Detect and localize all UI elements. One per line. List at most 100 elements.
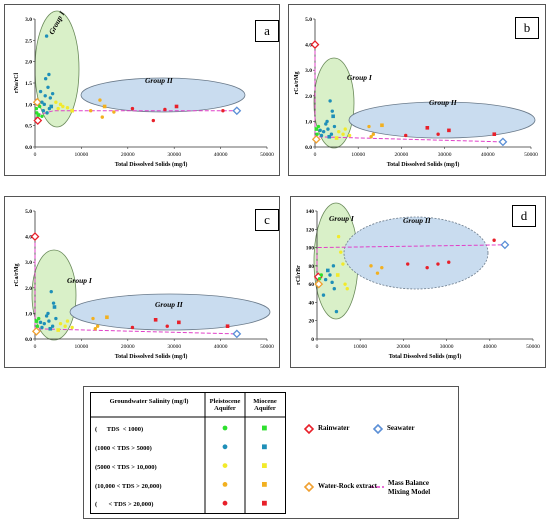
y-tick-label: 4.0 <box>25 235 32 241</box>
data-point-c1000_5000 <box>46 311 50 316</box>
data-point-wr <box>311 134 321 144</box>
data-point-gt20000 <box>163 107 167 112</box>
legend-pleistocene-marker <box>222 425 228 431</box>
data-point-c10000_20000 <box>380 123 384 128</box>
x-tick-label: 10000 <box>75 152 89 158</box>
data-point-c1000_5000 <box>326 127 330 131</box>
y-tick-label: 1.0 <box>25 311 32 317</box>
data-point-gt20000 <box>153 318 158 322</box>
data-point-c5000_10000 <box>58 102 63 107</box>
legend-pleistocene-marker <box>222 463 228 468</box>
x-tick-label: 0 <box>34 152 37 158</box>
legend-row-label: ( TDS < 1000) <box>95 426 144 433</box>
data-point-sea <box>498 137 508 147</box>
x-tick-label: 20000 <box>121 152 135 158</box>
data-point-c1000_5000 <box>48 326 53 331</box>
x-axis-label: Total Dissolved Solids (mg/l) <box>387 161 460 168</box>
x-tick-label: 50000 <box>524 152 538 158</box>
data-point-gt20000 <box>436 132 440 136</box>
data-point-c5000_10000 <box>343 282 347 286</box>
group-2-ellipse <box>348 101 536 139</box>
x-tick-label: 20000 <box>121 344 135 350</box>
data-point-c1000_5000 <box>331 264 336 268</box>
group-2-ellipse <box>80 77 246 113</box>
x-tick-label: 40000 <box>481 152 495 158</box>
data-point-c1000_5000 <box>43 77 48 81</box>
data-point-c1000_5000 <box>48 96 53 100</box>
data-point-gt20000 <box>174 104 179 109</box>
data-point-c5000_10000 <box>341 262 345 266</box>
y-tick-label: 5.0 <box>25 209 32 215</box>
data-point-c10000_20000 <box>91 316 95 321</box>
group-2-label: Group II <box>155 300 184 309</box>
legend-water-rock-label: Water-Rock extract <box>318 482 378 490</box>
data-point-c10000_20000 <box>112 110 116 114</box>
data-point-c1000_5000 <box>38 320 43 325</box>
y-tick-label: 5.0 <box>305 17 312 23</box>
data-point-c10000_20000 <box>98 98 102 102</box>
legend-miocene-marker <box>262 425 267 431</box>
chart-a-svg: 0 10000 20000 30000 40000 50000 0.0 0.5 1.0 1.5 2.… <box>14 9 274 168</box>
data-point-c1000_5000 <box>328 273 332 277</box>
data-point-c10000_20000 <box>367 124 371 129</box>
data-point-gt20000 <box>436 262 440 266</box>
y-axis-label: rCl/rBr <box>296 265 302 285</box>
y-tick-label: 4.0 <box>305 43 312 49</box>
data-point-lt1000 <box>35 111 39 115</box>
y-tick-label: 80 <box>309 264 315 270</box>
y-axis-label: rCa/rMg <box>294 72 300 95</box>
group-2-label: Group II <box>429 98 458 107</box>
x-tick-label: 10000 <box>351 152 365 158</box>
y-tick-label: 2.0 <box>305 94 312 100</box>
data-point-lt1000 <box>319 273 324 277</box>
group-2-ellipse <box>69 293 271 331</box>
x-tick-label: 30000 <box>440 344 454 350</box>
data-point-rain <box>310 40 320 50</box>
data-point-c10000_20000 <box>102 104 107 109</box>
x-tick-label: 30000 <box>167 344 181 350</box>
data-point-sea <box>500 240 510 250</box>
y-tick-label: 3.0 <box>25 260 32 266</box>
y-tick-label: 1.0 <box>305 119 312 125</box>
data-point-c1000_5000 <box>52 305 57 309</box>
y-axis-label: rNa/rCl <box>14 73 20 94</box>
legend-row-label: (1000 < TDS > 5000) <box>95 445 152 452</box>
x-tick-label: 30000 <box>167 152 181 158</box>
data-point-gt20000 <box>425 265 429 270</box>
data-point-c10000_20000 <box>105 315 109 320</box>
data-point-c10000_20000 <box>369 264 373 268</box>
chart-b-svg: 0 10000 20000 30000 40000 50000 0.0 1.0 2.0 3.0 4.… <box>294 17 538 168</box>
data-point-lt1000 <box>35 324 40 328</box>
data-point-c1000_5000 <box>325 119 329 124</box>
data-point-gt20000 <box>406 262 410 266</box>
panel-label-b: b <box>515 17 539 39</box>
data-point-c1000_5000 <box>47 319 51 323</box>
legend-table-grid <box>91 393 285 513</box>
panel-label-a: a <box>255 20 279 42</box>
data-point-rain <box>30 232 40 242</box>
group-2-label: Group II <box>403 216 432 225</box>
y-tick-label: 1.0 <box>25 102 32 108</box>
chart-panel-c: 0 10000 20000 30000 40000 50000 0.0 1.0 2.0 3.0 4.… <box>4 196 280 368</box>
data-point-c10000_20000 <box>380 265 384 270</box>
panel-label-d: d <box>512 205 536 227</box>
legend-seawater-label: Seawater <box>387 424 415 432</box>
y-axis-label: rCa/rMg <box>14 264 20 287</box>
legend-header-salinity: Groundwater Salinity (mg/l) <box>109 398 189 405</box>
data-point-c5000_10000 <box>54 100 58 104</box>
data-point-gt20000 <box>447 260 451 264</box>
data-point-c1000_5000 <box>326 268 330 273</box>
x-tick-label: 20000 <box>397 344 411 350</box>
data-point-c1000_5000 <box>47 106 52 111</box>
data-point-c5000_10000 <box>334 136 339 140</box>
data-point-c5000_10000 <box>335 273 340 277</box>
data-point-c5000_10000 <box>337 129 341 134</box>
y-tick-label: 140 <box>306 209 315 215</box>
y-tick-label: 0.0 <box>305 145 312 151</box>
legend: Groundwater Salinity (mg/l) Pleistocene … <box>83 386 459 519</box>
x-tick-label: 0 <box>316 344 319 350</box>
data-point-c1000_5000 <box>334 309 339 314</box>
data-point-c5000_10000 <box>56 328 60 332</box>
data-point-c1000_5000 <box>332 124 337 129</box>
x-tick-label: 0 <box>34 344 37 350</box>
